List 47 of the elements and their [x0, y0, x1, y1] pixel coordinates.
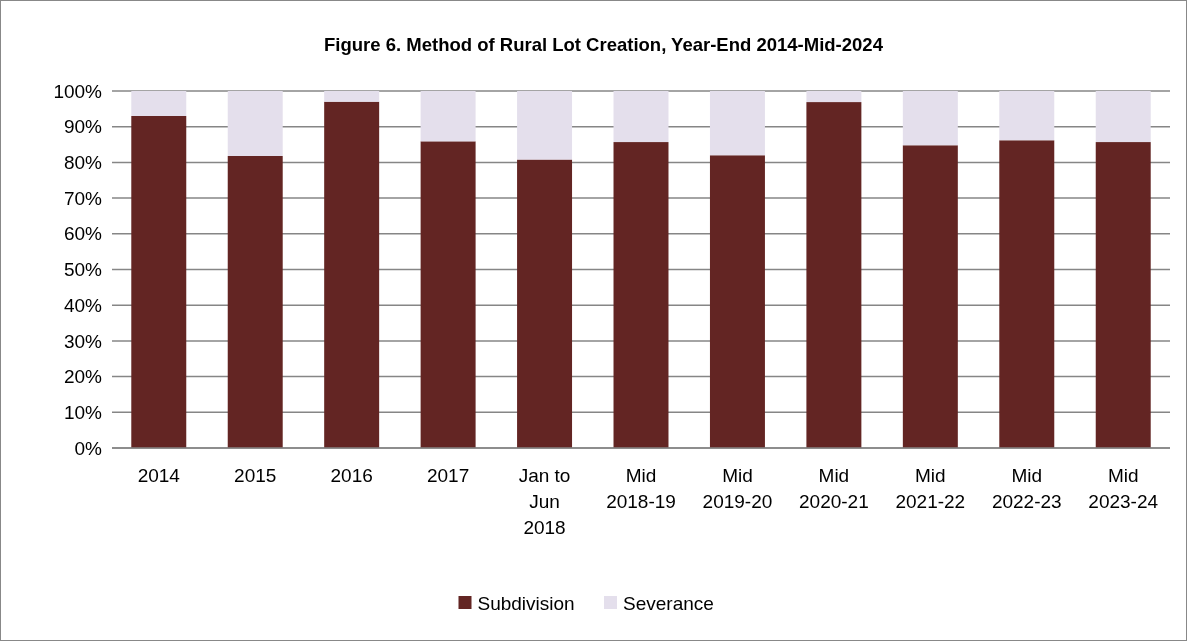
x-tick-label: 2016 [330, 465, 373, 486]
y-tick-label: 80% [63, 152, 103, 174]
x-tick-label: 2015 [234, 465, 277, 486]
y-tick-label: 50% [63, 259, 103, 281]
y-tick-label: 100% [53, 80, 103, 102]
bar [227, 91, 283, 156]
x-tick-label: Mid 2023-24 [1088, 465, 1159, 512]
bar [131, 115, 187, 448]
x-tick-label: Mid 2020-21 [799, 465, 869, 512]
bar [902, 145, 958, 448]
x-tick-label: Mid 2021-22 [895, 465, 966, 512]
bar [902, 91, 958, 146]
bar [1095, 142, 1151, 448]
bar [709, 155, 765, 448]
bar [420, 91, 476, 142]
y-tick-label: 40% [63, 294, 103, 316]
bar [517, 159, 573, 448]
y-tick-label: 60% [63, 223, 103, 245]
y-tick-label: 0% [74, 437, 103, 459]
y-tick-label: 70% [63, 187, 103, 209]
x-tick-label: Mid 2022-23 [991, 465, 1062, 512]
bar [999, 91, 1055, 141]
bar [227, 155, 283, 448]
bar [131, 91, 187, 116]
x-tick-label: Mid 2019-20 [702, 465, 773, 512]
bar [1095, 91, 1151, 143]
x-tick-label: 2017 [426, 465, 470, 486]
y-tick-label: 10% [63, 401, 103, 423]
chart-title: Figure 6. Method of Rural Lot Creation, Year-End 2014-Mid-2024 [324, 34, 884, 55]
bar [517, 91, 573, 160]
legend-label: Subdivision [477, 592, 575, 614]
bar [324, 101, 380, 448]
y-tick-label: 30% [63, 330, 103, 352]
bar [613, 142, 669, 448]
y-tick-label: 20% [63, 366, 103, 388]
legend-label: Severance [623, 592, 714, 614]
bar [613, 91, 669, 143]
bar [709, 91, 765, 156]
bar [806, 91, 862, 103]
bar [420, 141, 476, 448]
x-tick-label: 2014 [137, 465, 181, 486]
x-tick-label: Jan to Jun 2018 [518, 465, 571, 538]
bar [324, 91, 380, 102]
y-tick-label: 90% [63, 116, 103, 138]
x-tick-label: Mid 2018-19 [606, 465, 676, 512]
bar [806, 102, 862, 448]
bar [999, 140, 1055, 448]
